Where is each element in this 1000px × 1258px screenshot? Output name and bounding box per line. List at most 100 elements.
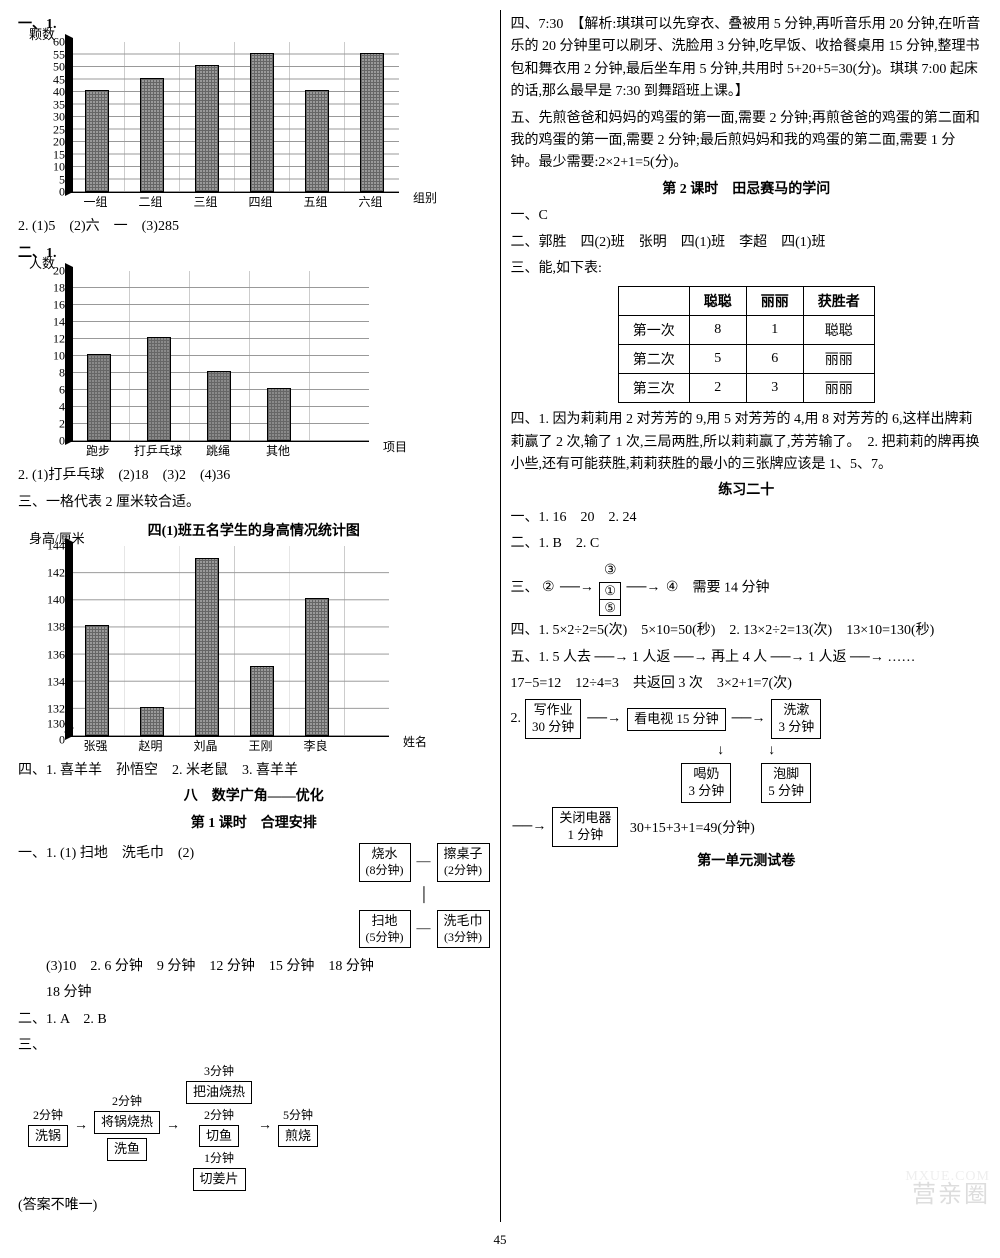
table-cell: 5 [689,345,746,374]
e5a: 五、1. 5 人去 ──→ 1 人返 ──→ 再上 4 人 ──→ 1 人返 ─… [510,647,982,669]
flow-text: 30 分钟 [532,719,574,736]
node: ② [542,577,555,599]
bar [250,53,274,193]
lesson1: 第 1 课时 合理安排 [18,813,490,835]
table-header: 聪聪 [689,287,746,316]
q1-label: 一、1. [18,14,490,36]
arrow-icon: │ [417,888,431,904]
watermark-url: MXUE.COM [905,1169,990,1185]
r4: 四、1. 因为莉莉用 2 对芳芳的 9,用 5 对芳芳的 4,用 8 对芳芳的 … [510,409,982,476]
q1a: 一、1. (1) 扫地 洗毛巾 (2) [18,843,355,865]
flow-sub: (2分钟) [444,863,483,879]
arrow-icon: — [415,854,433,870]
flow-box: 煎烧 [278,1125,318,1148]
flow-duration: 3分钟 [204,1062,234,1079]
flow-duration: 2分钟 [112,1092,142,1109]
x-axis-label: 组别 [413,189,437,206]
bar [87,354,111,441]
y-tick: 6 [31,383,65,398]
bar [195,558,219,736]
flow-text: 喝奶 [688,766,724,783]
page-number: 45 [10,1232,990,1248]
flow-box: 写作业 30 分钟 [525,699,581,739]
arrow-icon: ──→ [625,580,663,595]
r-q5: 五、先煎爸爸和妈妈的鸡蛋的第一面,需要 2 分钟;再煎爸爸的鸡蛋的第二面和我的鸡… [510,108,982,175]
chart3-title: 四(1)班五名学生的身高情况统计图 [18,520,490,540]
table-cell: 聪聪 [803,316,874,345]
flow-box: 洗漱 3 分钟 [771,699,821,739]
arrow-icon: ──→ [558,580,596,595]
table-cell: 3 [746,374,803,403]
e5b: 17−5=12 12÷4=3 共返回 3 次 3×2+1=7(次) [510,673,982,695]
r3: 三、能,如下表: [510,258,982,280]
node: ③ [604,560,617,582]
lesson2: 第 2 课时 田忌赛马的学问 [510,179,982,201]
bar [147,337,171,441]
r1: 一、C [510,205,982,227]
y-tick: 0 [31,434,65,449]
chart3: 身高/厘米0130132134136138140142144姓名张强赵明刘晶王刚… [68,546,490,754]
bar [140,707,164,736]
flow-text: 烧水 [366,846,404,863]
y-tick: 20 [31,264,65,279]
y-tick: 16 [31,298,65,313]
stack-item: ⑤ [600,600,620,616]
arrow-icon: → [256,1118,274,1134]
arrow-icon: ↓ [766,743,777,759]
flow-box: 扫地 (5分钟) [359,910,411,948]
e3-label: 三、 [510,580,538,595]
flow-box: 切鱼 [199,1125,239,1148]
r2: 二、郭胜 四(2)班 张明 四(1)班 李超 四(1)班 [510,232,982,254]
y-tick: 144 [31,538,65,553]
e4: 四、1. 5×2÷2=5(次) 5×10=50(秒) 2. 13×2÷2=13(… [510,620,982,642]
y-tick: 14 [31,315,65,330]
table-cell: 第二次 [618,345,689,374]
e3: 三、 ② ──→ ③ ① ⑤ ──→ ④ 需要 14 分钟 [510,560,982,617]
arrow-icon: ──→ [510,819,548,835]
table-cell: 2 [689,374,746,403]
table-cell: 第一次 [618,316,689,345]
column-divider [500,10,501,1222]
flow-box: 把油烧热 [186,1081,252,1104]
sum-text: 30+15+3+1=49(分钟) [630,817,755,837]
flow-box: 切姜片 [193,1168,246,1191]
flow-text: 看电视 15 分钟 [634,711,719,726]
q3x-label: 三、 [18,1035,490,1057]
bar [250,666,274,736]
arrow-icon: → [164,1118,182,1134]
y-tick: 4 [31,400,65,415]
flow-box: 喝奶 3 分钟 [681,763,731,803]
arrow-icon: ──→ [730,711,768,727]
chart2: 人数02468101214161820项目跑步打乒乓球跳绳其他 [68,271,490,459]
bar [305,90,329,192]
y-tick: 18 [31,281,65,296]
e5-2: 2. 写作业 30 分钟 ──→ 看电视 15 分钟 ──→ 洗漱 3 分钟 ↓… [510,699,982,846]
flow-text: 关闭电器 [559,810,611,827]
table-cell: 6 [746,345,803,374]
stack-item: ① [600,583,620,600]
q2-2: 2. (1)打乒乓球 (2)18 (3)2 (4)36 [18,465,490,487]
flow-box: 泡脚 5 分钟 [761,763,811,803]
table-cell: 丽丽 [803,374,874,403]
bar [195,65,219,192]
arrow-icon: ──→ [585,711,623,727]
flow-text: 3 分钟 [778,719,814,736]
arrow-icon: — [415,921,433,937]
q1b: (3)10 2. 6 分钟 9 分钟 12 分钟 15 分钟 18 分钟 [18,956,490,978]
node: ④ [666,577,679,599]
flow-sub: (5分钟) [366,930,404,946]
q4: 四、1. 喜羊羊 孙悟空 2. 米老鼠 3. 喜羊羊 [18,760,490,782]
flow-box: 洗鱼 [107,1138,147,1161]
q1c: 18 分钟 [18,982,490,1004]
q2x: 二、1. A 2. B [18,1009,490,1031]
q1-2: 2. (1)5 (2)六 一 (3)285 [18,216,490,238]
flow-box: 看电视 15 分钟 [627,708,726,731]
y-tick: 12 [31,332,65,347]
y-tick: 132 [31,701,65,716]
y-tick: 134 [31,674,65,689]
flow-text: 5 分钟 [768,783,804,800]
bar [85,625,109,736]
y-tick: 138 [31,620,65,635]
table-header: 丽丽 [746,287,803,316]
e1: 一、1. 16 20 2. 24 [510,507,982,529]
